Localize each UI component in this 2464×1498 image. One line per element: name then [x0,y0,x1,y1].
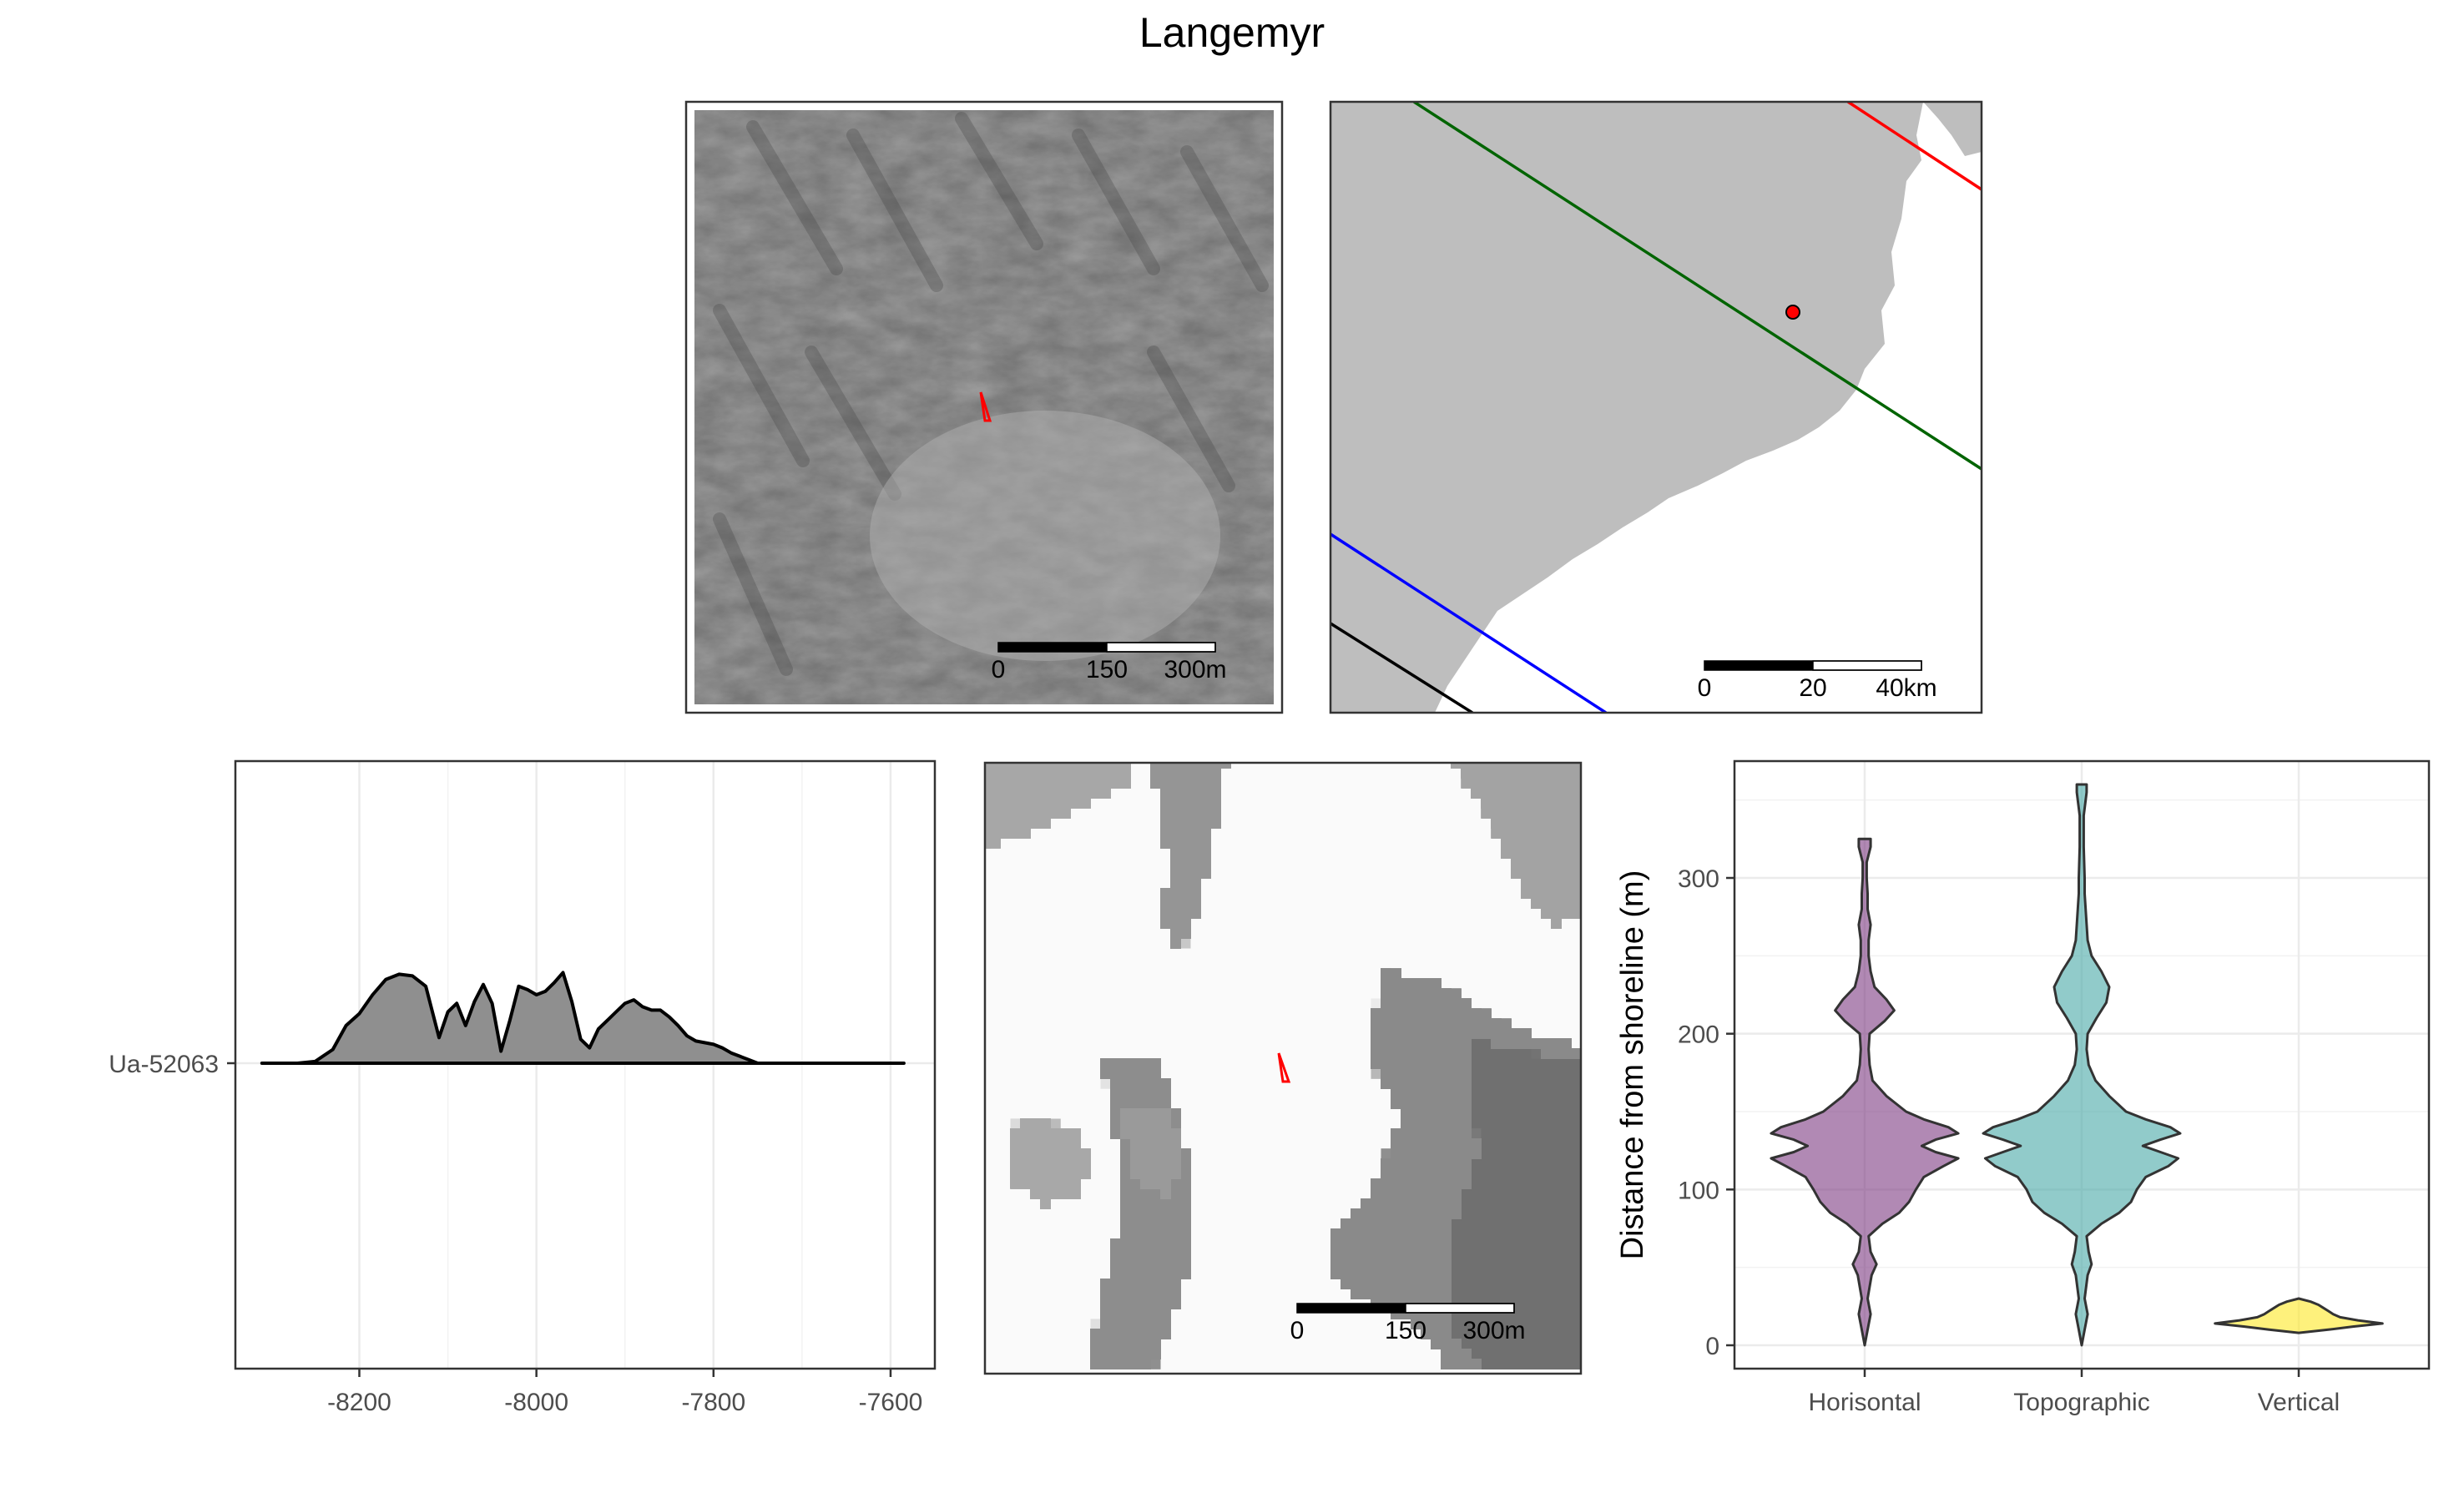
violin-horisontal [1770,837,1960,1347]
plot-border [234,759,937,1370]
isobase-line-black [1330,622,1473,713]
site-polygon [979,391,992,422]
scalebar-label: 150 [1086,656,1128,683]
isobase-line-red [1847,102,1982,191]
x-tick-label: -8000 [504,1389,568,1416]
violin-topographic [1982,783,2182,1347]
scalebar-label: 0 [1290,1317,1305,1344]
land-area [1330,102,1923,713]
x-tick-label: Topographic [2013,1389,2149,1416]
y-tick-label: 0 [1705,1333,1719,1360]
violin-vertical [2214,1297,2384,1334]
scalebar-label: 150 [1385,1317,1426,1344]
dem-map: 0 150 300m [983,761,1583,1375]
y-axis-label: Distance from shoreline (m) [1615,870,1650,1260]
scalebar: 0 20 40km [1698,660,1937,702]
scalebar-label: 300m [1462,1317,1525,1344]
scalebar: 0 150 300m [1290,1303,1526,1344]
x-tick-label: Horisontal [1808,1389,1921,1416]
scalebar-label: 40km [1876,674,1936,702]
x-tick-label: -8200 [327,1389,391,1416]
violin-chart: 0 100 200 300 Horisontal Topographic Vertical D… [1615,759,2431,1416]
y-tick-label: 300 [1678,865,1719,893]
y-tick-label: 100 [1678,1177,1719,1204]
scalebar-label: 20 [1799,674,1826,702]
y-tick-label: Ua-52063 [109,1051,219,1078]
x-tick-label: Vertical [2258,1389,2340,1416]
dem-relief [985,763,1581,1374]
x-tick-label: -7600 [859,1389,923,1416]
density-chart: -8200 -8000 -7800 -7600 Ua-52063 [109,759,937,1416]
scalebar: 0 150 300m [992,642,1227,683]
overview-map: 0 20 40km [1329,100,1983,714]
site-point [1785,305,1800,320]
scalebar-label: 300m [1164,656,1226,683]
land-fragment [1923,102,1982,156]
figure-title: Langemyr [1139,9,1325,56]
scalebar-label: 0 [992,656,1006,683]
isobase-line-green [1413,102,1982,471]
x-tick-label: -7800 [681,1389,745,1416]
density-area [260,971,906,1065]
site-polygon [1277,1052,1291,1083]
hillshade-map: 0 150 300m [684,100,1284,714]
scalebar-label: 0 [1698,674,1712,702]
isobase-line-blue [1330,532,1607,713]
y-tick-label: 200 [1678,1021,1719,1049]
